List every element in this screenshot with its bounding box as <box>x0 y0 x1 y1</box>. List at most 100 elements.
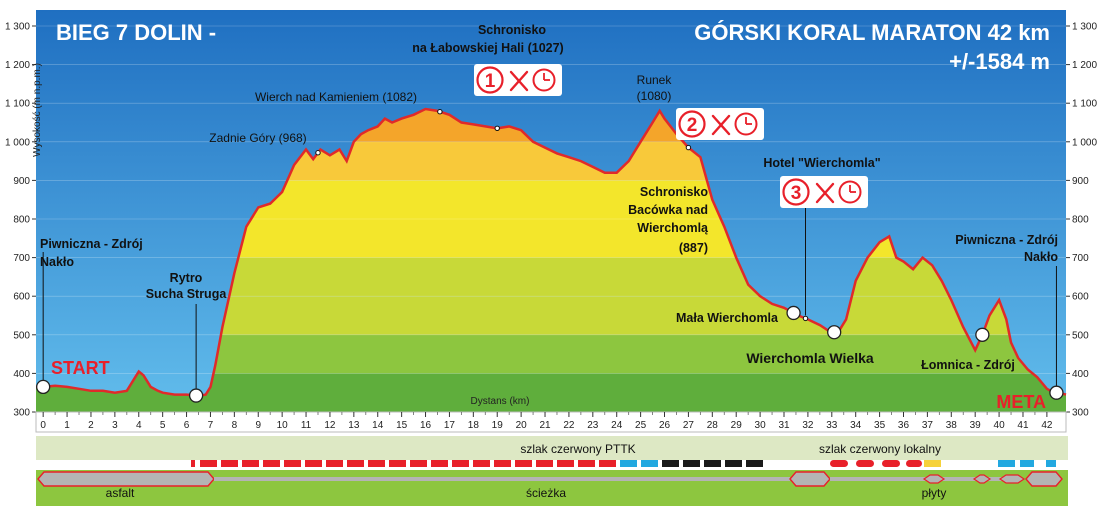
y-tick-label: 1 000 <box>5 137 30 148</box>
marker-wierchomla-wielka <box>827 325 842 340</box>
trail-segment <box>200 460 217 467</box>
label-rytro-1: Rytro <box>170 271 203 285</box>
y-tick-label: 400 <box>1072 369 1089 380</box>
label-bacowka-2: Bacówka nad <box>628 203 708 217</box>
y-tick-label: 700 <box>1072 253 1089 264</box>
y-tick-label: 800 <box>1072 215 1089 226</box>
trail-segment-local <box>830 460 848 467</box>
trail-strip <box>36 436 1068 460</box>
marker-lomnica <box>975 327 990 342</box>
trail-segment-local <box>882 460 900 467</box>
clock-icon <box>532 68 556 92</box>
trail-segment <box>515 460 532 467</box>
x-tick-label: 37 <box>922 420 934 431</box>
x-axis-label: Dystans (km) <box>471 396 530 407</box>
label-wierchomla-wielka: Wierchomla Wielka <box>746 350 874 366</box>
y-axis-label: Wysokość (m n.p.m.) <box>32 63 43 157</box>
label-lomnica: Łomnica - Zdrój <box>921 358 1015 372</box>
x-tick-label: 14 <box>372 420 384 431</box>
label-zadnie-gory: Zadnie Góry (968) <box>209 131 306 145</box>
marker-meta <box>1049 385 1064 400</box>
x-tick-label: 21 <box>539 420 551 431</box>
x-tick-label: 16 <box>420 420 432 431</box>
label-runek-1: Runek <box>637 73 673 87</box>
x-tick-label: 31 <box>778 420 790 431</box>
label-start: START <box>51 358 110 378</box>
x-tick-label: 36 <box>898 420 910 431</box>
x-tick-label: 40 <box>994 420 1006 431</box>
surface-asfalt <box>998 474 1026 484</box>
label-piwniczna-start-1: Piwniczna - Zdrój <box>40 237 143 251</box>
y-axis-right: 300 400 500 600 700 800 900 1 000 1 100 1 200 1 30… <box>1066 22 1097 419</box>
cutlery-icon-fork <box>509 70 529 92</box>
aid-station-2: 2 <box>676 108 764 140</box>
y-tick-label: 1 000 <box>1072 137 1097 148</box>
trail-pttk-label: szlak czerwony PTTK <box>520 442 635 456</box>
trail-segment <box>452 460 469 467</box>
x-tick-label: 3 <box>112 420 118 431</box>
marker-rytro <box>188 388 204 403</box>
x-tick-label: 12 <box>324 420 336 431</box>
x-tick-label: 5 <box>160 420 166 431</box>
location-markers <box>36 108 1064 403</box>
x-tick-label: 35 <box>874 420 886 431</box>
cutlery-icon <box>711 114 731 136</box>
trail-segment-local <box>856 460 874 467</box>
surface-asfalt <box>37 471 215 487</box>
label-schronisko-1b: na Łabowskiej Hali (1027) <box>412 41 563 55</box>
x-tick-label: 38 <box>946 420 958 431</box>
x-tick-label: 13 <box>348 420 360 431</box>
trail-segment <box>725 460 742 467</box>
label-piwniczna-end-1: Piwniczna - Zdrój <box>955 233 1058 247</box>
x-tick-label: 26 <box>659 420 671 431</box>
x-tick-label: 1 <box>64 420 70 431</box>
cutlery-icon-fork <box>815 182 835 204</box>
surface-asfalt-label: asfalt <box>106 486 135 500</box>
cutlery-icon <box>509 70 529 92</box>
y-tick-label: 900 <box>1072 176 1089 187</box>
label-bacowka-4: (887) <box>679 241 708 255</box>
surface-asfalt <box>1025 471 1063 487</box>
x-tick-label: 24 <box>611 420 623 431</box>
cutlery-icon-fork <box>711 114 731 136</box>
x-tick-label: 17 <box>444 420 456 431</box>
surface-asfalt <box>922 474 946 484</box>
trail-segment <box>326 460 343 467</box>
label-piwniczna-end-2: Nakło <box>1024 250 1058 264</box>
x-tick-label: 33 <box>826 420 838 431</box>
label-bacowka-1: Schronisko <box>640 185 708 199</box>
x-tick-label: 28 <box>707 420 719 431</box>
label-bacowka-3: Wierchomlą <box>637 221 709 235</box>
aid-station-1: 1 <box>474 64 562 96</box>
trail-segment <box>284 460 301 467</box>
x-tick-label: 34 <box>850 420 862 431</box>
label-meta: META <box>996 392 1046 412</box>
y-tick-label: 1 200 <box>5 60 30 71</box>
dot-zadnie-gory <box>315 150 321 156</box>
trail-segment <box>494 460 511 467</box>
x-tick-label: 39 <box>970 420 982 431</box>
marker-start <box>36 379 51 395</box>
y-tick-label: 300 <box>13 408 30 419</box>
trail-segment <box>704 460 721 467</box>
y-tick-label: 700 <box>13 253 30 264</box>
trail-segment <box>620 460 637 467</box>
y-tick-label: 1 100 <box>1072 99 1097 110</box>
x-tick-label: 7 <box>208 420 214 431</box>
x-tick-label: 0 <box>40 420 46 431</box>
x-tick-label: 8 <box>232 420 238 431</box>
trail-segment-local <box>924 460 941 467</box>
trail-segment-local <box>1020 460 1034 467</box>
x-tick-label: 29 <box>731 420 743 431</box>
trail-segment <box>557 460 574 467</box>
x-axis: 0 1 2 3 4 5 6 7 8 9 10 11 12 13 14 15 16 17 18 19 20 21 22 23 24… <box>40 412 1053 431</box>
cutlery-icon <box>815 182 835 204</box>
x-tick-label: 25 <box>635 420 647 431</box>
trail-segment <box>410 460 427 467</box>
label-piwniczna-start-2: Nakło <box>40 255 74 269</box>
aid-stations: 1 2 3 <box>474 64 868 208</box>
y-tick-label: 600 <box>13 292 30 303</box>
trail-segment <box>473 460 490 467</box>
label-hotel: Hotel "Wierchomla" <box>763 156 880 170</box>
aid-station-number-circle <box>782 178 810 206</box>
